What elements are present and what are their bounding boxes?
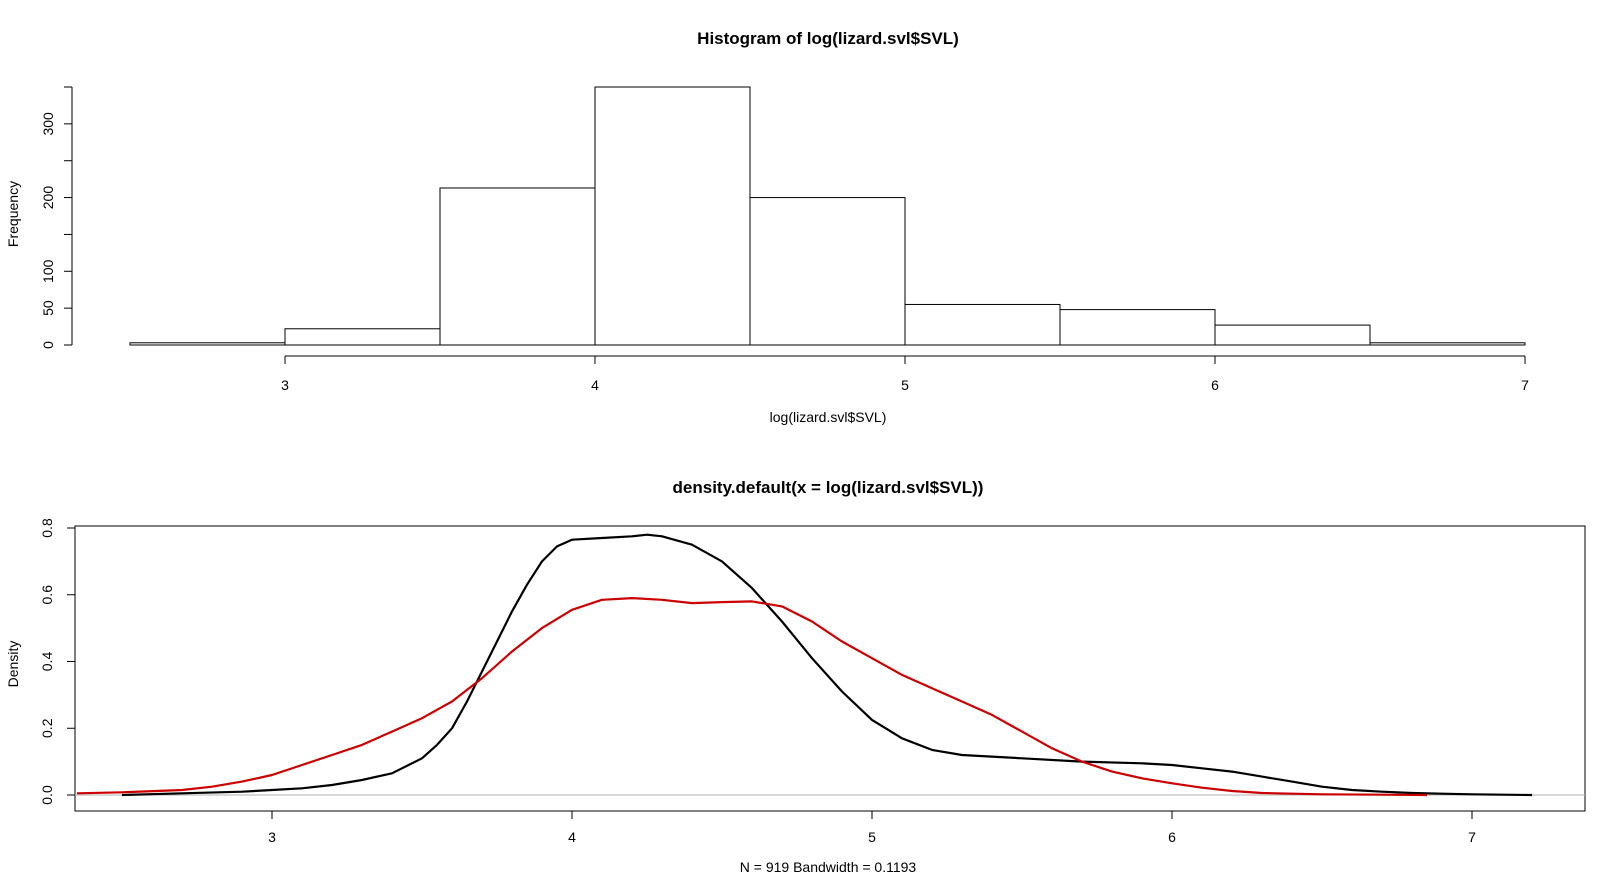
histogram-bars: [129, 86, 1526, 346]
histogram-panel: Histogram of log(lizard.svl$SVL) log(liz…: [5, 29, 1529, 425]
density-x-axis-label: N = 919 Bandwidth = 0.1193: [740, 859, 917, 875]
density-x-tick-label: 6: [1168, 829, 1176, 845]
density-x-tick-label: 3: [268, 829, 276, 845]
density-x-tick-label: 4: [568, 829, 576, 845]
histogram-x-axis-label: log(lizard.svl$SVL): [770, 409, 887, 425]
density-panel: density.default(x = log(lizard.svl$SVL))…: [5, 478, 1586, 875]
histogram-bar-3: [594, 86, 751, 346]
histogram-x-tick-label: 6: [1211, 377, 1219, 393]
density-y-tick-label: 0.6: [39, 585, 55, 605]
density-y-axis-label: Density: [5, 641, 21, 688]
histogram-bar-6: [1059, 309, 1216, 346]
histogram-bar-7: [1214, 324, 1371, 346]
density-y-tick-label: 0.8: [39, 518, 55, 538]
histogram-y-tick-label: 0: [40, 341, 56, 349]
histogram-y-axis: 0 50 100 200 300: [40, 86, 73, 349]
histogram-x-tick-label: 4: [591, 377, 599, 393]
density-curve-red: [76, 596, 1428, 797]
histogram-y-tick-label: 300: [40, 112, 56, 136]
density-y-tick-label: 0.0: [39, 785, 55, 805]
density-y-axis: 0.0 0.2 0.4 0.6 0.8: [39, 518, 75, 805]
histogram-x-axis: 3 4 5 6 7: [281, 355, 1529, 393]
density-plot-box: [74, 525, 1586, 812]
histogram-y-tick-label: 50: [40, 300, 56, 316]
histogram-x-tick-label: 5: [901, 377, 909, 393]
histogram-bar-5: [904, 303, 1061, 346]
histogram-title: Histogram of log(lizard.svl$SVL): [697, 29, 959, 48]
density-y-tick-label: 0.2: [39, 718, 55, 738]
histogram-bar-0: [129, 342, 286, 346]
histogram-y-tick-label: 200: [40, 186, 56, 210]
histogram-y-tick-label: 100: [40, 259, 56, 283]
density-curve-black: [121, 533, 1533, 797]
histogram-bar-8: [1369, 342, 1526, 346]
histogram-y-axis-label: Frequency: [5, 181, 21, 247]
histogram-x-tick-label: 7: [1521, 377, 1529, 393]
histogram-bar-4: [749, 197, 906, 346]
histogram-bar-2: [439, 187, 596, 346]
histogram-bar-1: [284, 328, 441, 346]
density-lines: [76, 533, 1533, 797]
histogram-x-tick-label: 3: [281, 377, 289, 393]
density-x-tick-label: 5: [868, 829, 876, 845]
density-y-tick-label: 0.4: [39, 652, 55, 672]
density-x-axis: 3 4 5 6 7: [268, 811, 1476, 845]
density-title: density.default(x = log(lizard.svl$SVL)): [673, 478, 984, 497]
density-x-tick-label: 7: [1468, 829, 1476, 845]
